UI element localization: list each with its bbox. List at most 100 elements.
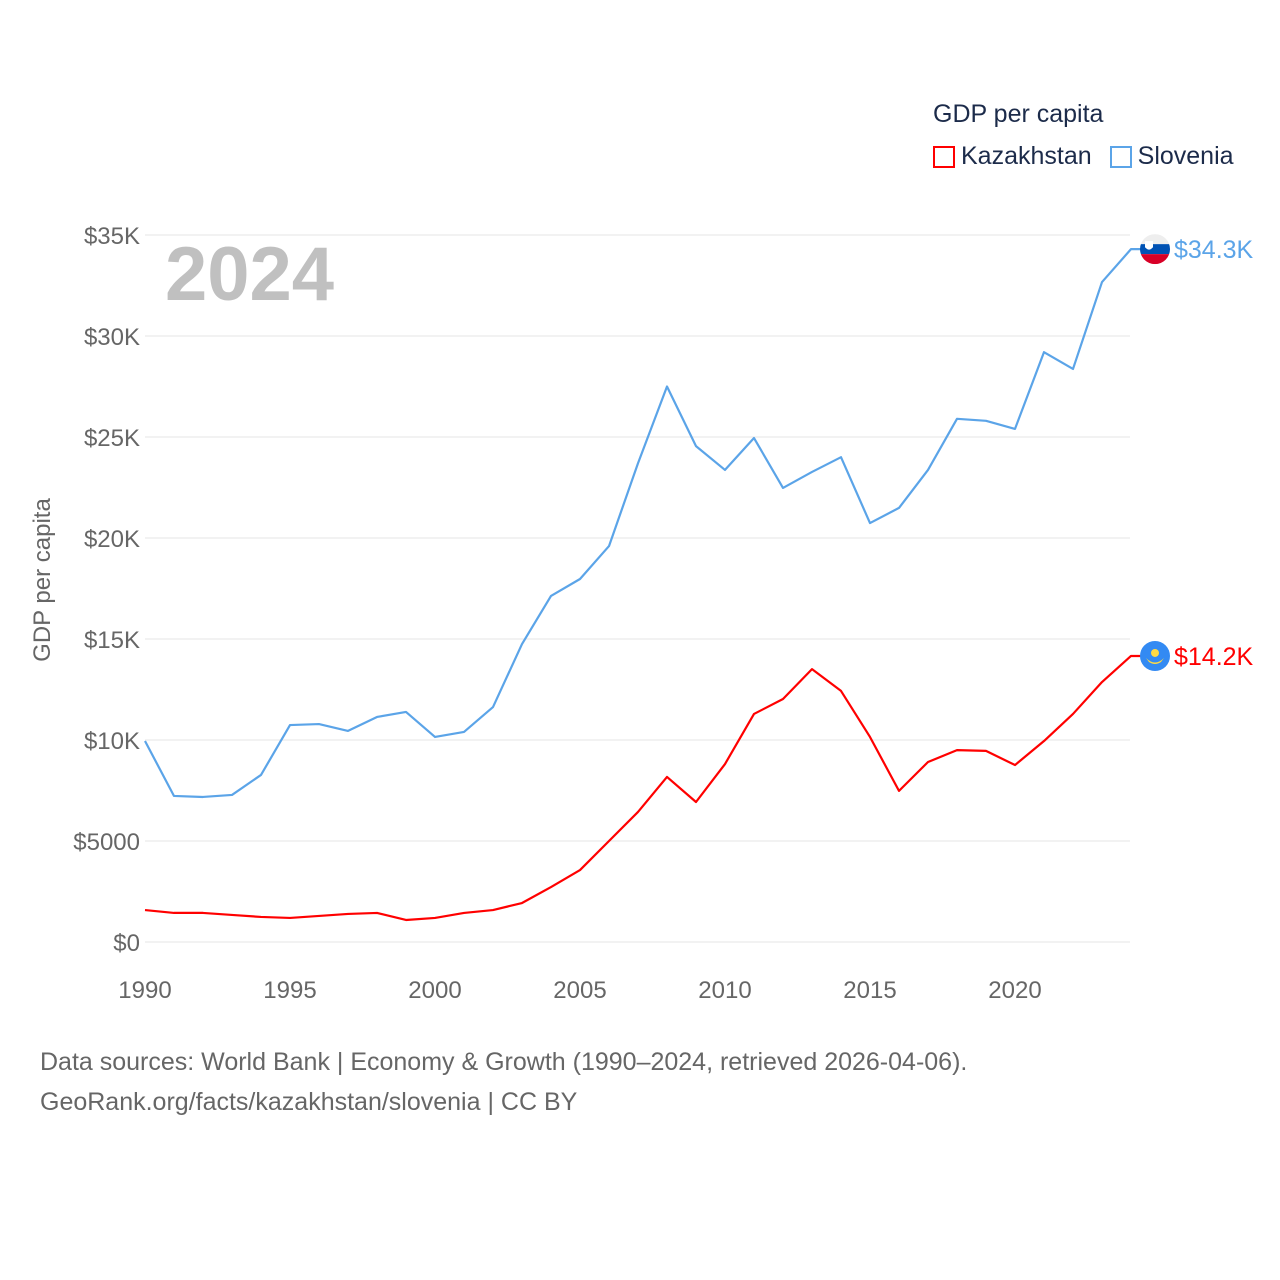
x-tick-label: 2015 xyxy=(843,977,896,1004)
data-point[interactable] xyxy=(1041,738,1047,744)
data-point[interactable] xyxy=(664,384,670,390)
data-point[interactable] xyxy=(229,912,235,918)
data-point[interactable] xyxy=(229,792,235,798)
data-point[interactable] xyxy=(345,911,351,917)
data-point[interactable] xyxy=(780,696,786,702)
legend-label: Kazakhstan xyxy=(961,142,1092,170)
data-point[interactable] xyxy=(345,728,351,734)
data-point[interactable] xyxy=(490,704,496,710)
data-point[interactable] xyxy=(722,761,728,767)
y-tick-label: $5000 xyxy=(73,829,140,856)
data-point[interactable] xyxy=(374,714,380,720)
data-point[interactable] xyxy=(809,666,815,672)
data-point[interactable] xyxy=(983,748,989,754)
y-tick-label: $25K xyxy=(84,425,140,452)
data-point[interactable] xyxy=(258,772,264,778)
data-point[interactable] xyxy=(403,709,409,715)
x-tick-label: 1995 xyxy=(263,977,316,1004)
data-point[interactable] xyxy=(1128,246,1134,252)
x-tick-label: 2005 xyxy=(553,977,606,1004)
data-point[interactable] xyxy=(316,721,322,727)
legend-label: Slovenia xyxy=(1137,142,1234,170)
data-point[interactable] xyxy=(548,884,554,890)
data-point[interactable] xyxy=(1012,762,1018,768)
series-lines xyxy=(142,246,1145,923)
data-point[interactable] xyxy=(1099,279,1105,285)
data-point[interactable] xyxy=(1012,426,1018,432)
data-point[interactable] xyxy=(1070,366,1076,372)
y-tick-label: $20K xyxy=(84,526,140,553)
data-point[interactable] xyxy=(751,711,757,717)
data-point[interactable] xyxy=(954,416,960,422)
y-axis-ticks: $0 $5000 $10K $15K $20K $25K $30K $35K xyxy=(73,223,140,957)
data-point[interactable] xyxy=(606,838,612,844)
data-point[interactable] xyxy=(432,915,438,921)
legend-title: GDP per capita xyxy=(933,100,1104,128)
data-point[interactable] xyxy=(635,460,641,466)
data-point[interactable] xyxy=(200,910,206,916)
data-point[interactable] xyxy=(867,520,873,526)
y-tick-label: $15K xyxy=(84,627,140,654)
kazakhstan-flag-icon xyxy=(1140,640,1170,671)
series-end-labels: $14.2K $34.3K xyxy=(1140,234,1254,671)
data-point[interactable] xyxy=(461,729,467,735)
data-point[interactable] xyxy=(838,688,844,694)
data-point[interactable] xyxy=(925,759,931,765)
data-point[interactable] xyxy=(171,910,177,916)
data-point[interactable] xyxy=(287,915,293,921)
data-point[interactable] xyxy=(896,788,902,794)
series-line-kazakhstan xyxy=(144,654,1145,922)
legend-item-slovenia[interactable]: Slovenia xyxy=(1109,142,1234,171)
x-tick-label: 1990 xyxy=(118,977,171,1004)
data-point[interactable] xyxy=(432,734,438,740)
data-point[interactable] xyxy=(374,910,380,916)
data-point[interactable] xyxy=(258,914,264,920)
data-point[interactable] xyxy=(838,454,844,460)
data-point[interactable] xyxy=(200,794,206,800)
data-point[interactable] xyxy=(664,774,670,780)
data-point[interactable] xyxy=(635,809,641,815)
data-point[interactable] xyxy=(548,593,554,599)
data-point[interactable] xyxy=(403,917,409,923)
legend: Kazakhstan Slovenia xyxy=(933,142,1234,171)
legend-item-kazakhstan[interactable]: Kazakhstan xyxy=(933,142,1092,171)
data-point[interactable] xyxy=(519,641,525,647)
x-tick-label: 2010 xyxy=(698,977,751,1004)
end-value-label: $34.3K xyxy=(1174,236,1254,264)
data-point[interactable] xyxy=(780,485,786,491)
footer-line-2[interactable]: GeoRank.org/facts/kazakhstan/slovenia | … xyxy=(40,1088,578,1116)
data-point[interactable] xyxy=(1070,711,1076,717)
data-point[interactable] xyxy=(983,418,989,424)
gridlines xyxy=(145,234,1130,943)
data-point[interactable] xyxy=(1099,679,1105,685)
data-point[interactable] xyxy=(171,793,177,799)
data-point[interactable] xyxy=(925,467,931,473)
data-point[interactable] xyxy=(490,907,496,913)
data-point[interactable] xyxy=(693,443,699,449)
data-point[interactable] xyxy=(1041,349,1047,355)
x-tick-label: 2020 xyxy=(988,977,1041,1004)
y-tick-label: $0 xyxy=(113,930,140,957)
data-point[interactable] xyxy=(519,900,525,906)
data-point[interactable] xyxy=(693,799,699,805)
data-point[interactable] xyxy=(316,913,322,919)
footer-line-1: Data sources: World Bank | Economy & Gro… xyxy=(40,1048,968,1076)
data-point[interactable] xyxy=(751,435,757,441)
data-point[interactable] xyxy=(142,907,148,913)
data-point[interactable] xyxy=(1128,653,1134,659)
data-point[interactable] xyxy=(722,467,728,473)
data-point[interactable] xyxy=(809,469,815,475)
data-point[interactable] xyxy=(577,867,583,873)
y-tick-label: $35K xyxy=(84,223,140,250)
y-axis-label: GDP per capita xyxy=(29,498,56,662)
data-point[interactable] xyxy=(867,734,873,740)
data-point[interactable] xyxy=(954,747,960,753)
data-point[interactable] xyxy=(461,910,467,916)
legend-swatch xyxy=(1109,145,1132,168)
data-point[interactable] xyxy=(896,505,902,511)
y-tick-label: $30K xyxy=(84,324,140,351)
data-point[interactable] xyxy=(287,722,293,728)
data-point[interactable] xyxy=(606,543,612,549)
data-point[interactable] xyxy=(577,576,583,582)
data-point[interactable] xyxy=(142,738,148,744)
